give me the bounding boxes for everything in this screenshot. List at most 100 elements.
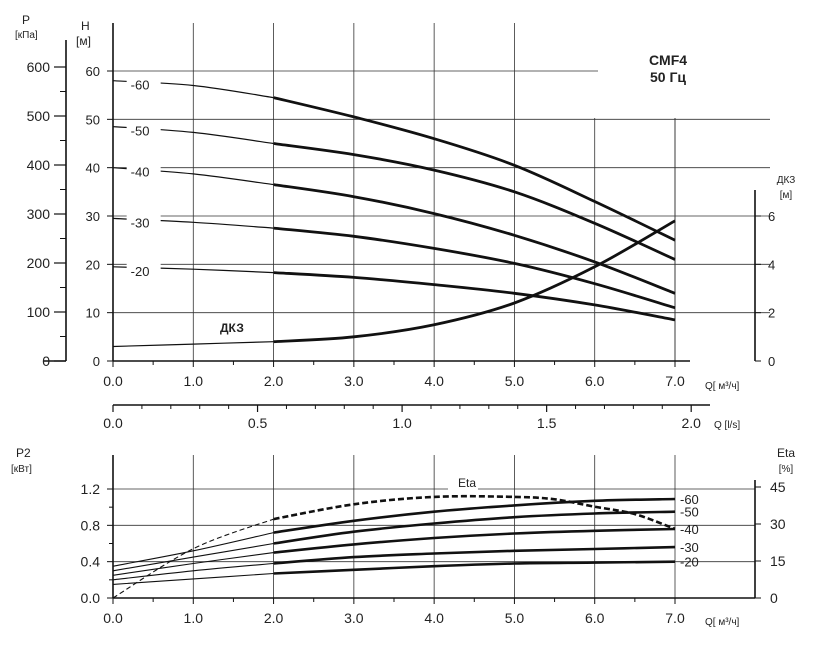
pressure-tick-label-0: 0: [42, 353, 50, 369]
power-flow-tick-label-7-0: 7.0: [665, 610, 685, 626]
power-curve-thin-40: [112, 552, 274, 576]
pressure-tick-label-500: 500: [27, 108, 51, 124]
power-curve-20: [273, 560, 676, 575]
flow-axis-label: Q[ м³/ч]: [705, 381, 740, 392]
head-curve-40: [273, 183, 676, 295]
power-curve-label-60: -60: [680, 492, 699, 507]
power-curve-60: [273, 497, 676, 534]
npsh-tick-label-0: 0: [768, 354, 775, 369]
head-tick-label-40: 40: [86, 161, 100, 176]
eta-curve-label: Eta: [458, 476, 476, 490]
eta-tick-label-45: 45: [770, 479, 786, 495]
ls-tick-label-1-5: 1.5: [537, 415, 557, 431]
pressure-tick-label-300: 300: [27, 206, 51, 222]
title-box-background: [598, 40, 768, 100]
power-tick-label-1-2: 1.2: [81, 481, 101, 497]
head-curve-label-50: -50: [131, 124, 150, 139]
flow-tick-label-2-0: 2.0: [264, 373, 284, 389]
chart-subtitle: 50 Гц: [650, 69, 686, 85]
power-chart-tick-labels: 0.0 0.4 0.8 1.2 0 15 30 45 0.0 1.0 2.0 3.0 4.0 5.0 6.0…: [11, 446, 795, 628]
power-tick-label-0-4: 0.4: [81, 554, 101, 570]
flow-tick-label-7-0: 7.0: [665, 373, 685, 389]
head-curve-50: [273, 142, 676, 261]
power-curve-label-50: -50: [680, 505, 699, 520]
npsh-curve-label: ДКЗ: [220, 321, 244, 335]
flow-tick-label-4-0: 4.0: [424, 373, 444, 389]
pressure-tick-label-100: 100: [27, 304, 51, 320]
eta-tick-label-15: 15: [770, 553, 786, 569]
chart-title: CMF4: [649, 52, 687, 68]
flow-tick-label-1-0: 1.0: [184, 373, 204, 389]
npsh-axis-unit: [м]: [780, 190, 793, 201]
ls-tick-label-0-0: 0.0: [103, 415, 123, 431]
chart-title-box: CMF4 50 Гц: [598, 40, 768, 100]
head-tick-label-20: 20: [86, 257, 100, 272]
power-curve-label-20: -20: [680, 555, 699, 570]
power-curve-thin-50: [112, 542, 274, 572]
ls-tick-label-2-0: 2.0: [681, 415, 701, 431]
pressure-tick-label-600: 600: [27, 59, 51, 75]
head-curve-label-60: -60: [131, 78, 150, 93]
flow-tick-label-3-0: 3.0: [344, 373, 364, 389]
power-curve-label-30: -30: [680, 540, 699, 555]
flow-tick-label-5-0: 5.0: [505, 373, 525, 389]
power-flow-tick-label-0-0: 0.0: [103, 610, 123, 626]
pressure-axis-label: P: [22, 13, 30, 27]
power-curve-50: [273, 510, 676, 545]
npsh-axis-label: ДКЗ: [777, 175, 796, 186]
eta-axis-label: Eta: [777, 446, 795, 460]
head-tick-label-30: 30: [86, 209, 100, 224]
head-axis-unit: [м]: [76, 34, 91, 48]
head-curve-label-bg-40: [126, 163, 161, 180]
pressure-axis-unit: [кПа]: [15, 30, 38, 41]
npsh-tick-label-2: 2: [768, 306, 775, 321]
flow-ls-axis-label: Q [l/s]: [714, 420, 740, 431]
head-curve-label-40: -40: [131, 165, 150, 180]
eta-curve-thin: [112, 518, 274, 599]
eta-axis-unit: [%]: [779, 464, 794, 475]
flow-tick-label-6-0: 6.0: [585, 373, 605, 389]
power-curve-thin-60: [112, 532, 274, 567]
flow-tick-label-0-0: 0.0: [103, 373, 123, 389]
power-curve-40: [273, 527, 676, 554]
eta-tick-label-30: 30: [770, 516, 786, 532]
power-curve-label-40: -40: [680, 522, 699, 537]
power-chart-grid: [113, 455, 755, 598]
power-axis-unit: [кВт]: [11, 464, 32, 475]
npsh-tick-label-4: 4: [768, 257, 775, 272]
head-chart-curves: -60 -50 -40 -30 -20 ДКЗ: [112, 76, 676, 348]
power-flow-tick-label-4-0: 4.0: [424, 610, 444, 626]
power-curve-chart: 0.0 0.4 0.8 1.2 0 15 30 45 0.0 1.0 2.0 3.0 4.0 5.0 6.0…: [11, 446, 795, 628]
head-tick-label-50: 50: [86, 112, 100, 127]
power-flow-tick-label-6-0: 6.0: [585, 610, 605, 626]
head-tick-label-60: 60: [86, 64, 100, 79]
head-curve-label-20: -20: [131, 264, 150, 279]
head-curve-label-bg-30: [126, 214, 161, 231]
npsh-curve: [273, 219, 676, 344]
power-axis-label: P2: [16, 446, 31, 460]
npsh-curve-thin: [112, 341, 274, 348]
eta-curve-label-bg: [448, 474, 478, 490]
pressure-tick-label-400: 400: [27, 157, 51, 173]
head-tick-label-10: 10: [86, 306, 100, 321]
pressure-tick-label-200: 200: [27, 255, 51, 271]
ls-tick-label-1-0: 1.0: [392, 415, 412, 431]
power-flow-tick-label-1-0: 1.0: [184, 610, 204, 626]
power-curve-thin-20: [112, 572, 274, 585]
eta-tick-label-0: 0: [770, 590, 778, 606]
head-axis-label: H: [81, 19, 90, 33]
power-tick-label-0-8: 0.8: [81, 517, 101, 533]
head-curve-60: [273, 96, 676, 242]
head-tick-label-0: 0: [93, 354, 100, 369]
ls-tick-label-0-5: 0.5: [248, 415, 268, 431]
head-curve-label-30: -30: [131, 215, 150, 230]
power-curve-30: [273, 545, 676, 565]
head-chart-axes: [44, 23, 756, 362]
power-flow-tick-label-2-0: 2.0: [264, 610, 284, 626]
head-curve-label-bg-50: [126, 122, 161, 139]
head-curve-20: [273, 271, 676, 322]
power-flow-tick-label-3-0: 3.0: [344, 610, 364, 626]
